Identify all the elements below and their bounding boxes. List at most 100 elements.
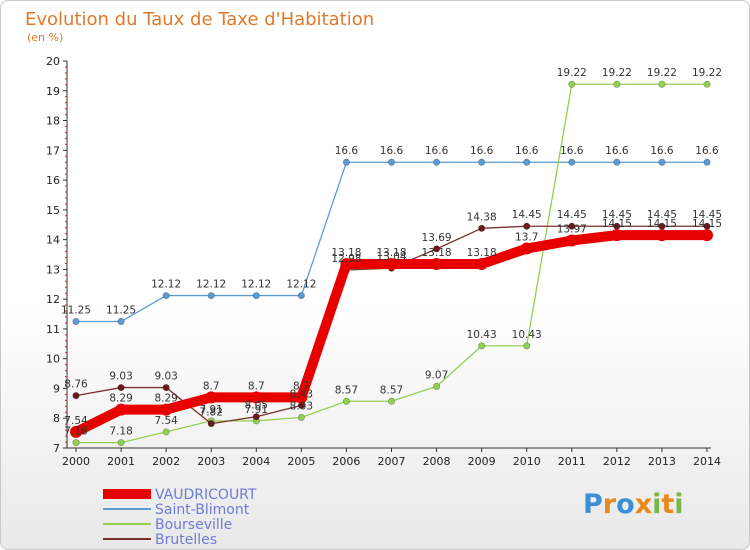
data-point-saint-blimont <box>297 292 305 300</box>
x-tick-label: 2009 <box>468 455 496 468</box>
data-label-saint-blimont: 11.25 <box>106 304 136 316</box>
y-tick-label: 20 <box>46 55 60 68</box>
data-label-saint-blimont: 12.12 <box>241 279 271 291</box>
data-point-vaudricourt <box>475 258 488 271</box>
data-point-brutelles <box>252 413 260 421</box>
logo-letter: x <box>634 489 653 520</box>
data-label-saint-blimont: 12.12 <box>196 279 226 291</box>
data-label-brutelles: 14.45 <box>647 209 677 221</box>
data-label-brutelles: 7.82 <box>200 407 223 419</box>
data-label-bourseville: 8.57 <box>380 384 403 396</box>
data-point-vaudricourt <box>565 234 578 247</box>
data-label-bourseville: 19.22 <box>602 67 632 79</box>
data-point-vaudricourt <box>160 403 173 416</box>
data-label-vaudricourt: 13.18 <box>422 247 452 259</box>
data-point-bourseville <box>72 439 80 447</box>
chart-title: Evolution du Taux de Taxe d'Habitation <box>25 9 374 30</box>
data-point-bourseville <box>433 382 441 390</box>
y-tick-label: 19 <box>46 85 60 98</box>
data-label-saint-blimont: 16.6 <box>650 145 674 157</box>
data-label-saint-blimont: 16.6 <box>515 145 539 157</box>
data-label-bourseville: 7.18 <box>64 426 87 438</box>
data-point-bourseville <box>523 342 531 350</box>
data-point-vaudricourt <box>655 229 668 242</box>
data-label-brutelles: 13.69 <box>422 232 452 244</box>
data-point-bourseville <box>342 397 350 405</box>
data-label-saint-blimont: 12.12 <box>286 279 316 291</box>
data-label-bourseville: 8.03 <box>290 400 313 412</box>
data-label-brutelles: 14.38 <box>467 211 497 223</box>
legend-label-bourseville: Bourseville <box>155 517 232 533</box>
legend-label-saint-blimont: Saint-Blimont <box>155 502 250 518</box>
data-label-brutelles: 8.43 <box>290 388 313 400</box>
data-label-bourseville: 19.22 <box>692 67 722 79</box>
x-tick-label: 2006 <box>332 455 360 468</box>
data-label-bourseville: 7.91 <box>200 404 223 416</box>
legend-label-vaudricourt: VAUDRICOURT <box>155 487 257 503</box>
data-label-vaudricourt: 8.7 <box>293 380 310 392</box>
data-label-bourseville: 10.43 <box>512 329 542 341</box>
data-point-brutelles <box>72 392 80 400</box>
data-label-saint-blimont: 11.25 <box>61 304 91 316</box>
data-label-bourseville: 10.43 <box>467 329 497 341</box>
data-label-saint-blimont: 16.6 <box>605 145 629 157</box>
logo-letter: o <box>616 489 635 520</box>
data-point-bourseville <box>658 80 666 88</box>
x-tick-label: 2003 <box>197 455 225 468</box>
data-labels: 7.54 8.29 8.29 8.7 8.7 8.7 13.18 13.18 13.18 13.1… <box>61 67 722 437</box>
data-point-saint-blimont <box>703 158 711 166</box>
data-point-bourseville <box>162 428 170 436</box>
data-label-bourseville: 7.18 <box>109 426 132 438</box>
data-label-vaudricourt: 13.18 <box>467 247 497 259</box>
data-label-brutelles: 14.45 <box>512 209 542 221</box>
data-point-saint-blimont <box>342 158 350 166</box>
legend: VAUDRICOURTSaint-BlimontBoursevilleBrute… <box>103 487 257 548</box>
data-point-brutelles <box>207 420 215 428</box>
data-label-brutelles: 12.98 <box>331 253 361 265</box>
data-label-bourseville: 8.57 <box>335 384 358 396</box>
data-point-saint-blimont <box>523 158 531 166</box>
data-point-saint-blimont <box>207 292 215 300</box>
chart-subtitle: (en %) <box>27 31 63 44</box>
data-label-brutelles: 13.04 <box>376 251 406 263</box>
x-tick-label: 2008 <box>423 455 451 468</box>
data-point-saint-blimont <box>387 158 395 166</box>
data-point-brutelles <box>478 224 486 232</box>
y-tick-label: 10 <box>46 353 60 366</box>
data-label-vaudricourt: 8.7 <box>248 380 265 392</box>
y-tick-label: 7 <box>53 442 60 455</box>
data-point-brutelles <box>568 222 576 230</box>
series-line-saint-blimont <box>75 161 708 323</box>
y-tick-label: 8 <box>53 412 60 425</box>
data-point-saint-blimont <box>568 158 576 166</box>
data-point-bourseville <box>478 342 486 350</box>
y-tick-label: 16 <box>46 174 60 187</box>
data-label-vaudricourt: 14.15 <box>692 218 722 230</box>
data-point-vaudricourt <box>250 391 263 404</box>
data-point-brutelles <box>117 384 125 392</box>
data-point-saint-blimont <box>252 292 260 300</box>
data-point-vaudricourt <box>520 242 533 255</box>
data-label-saint-blimont: 16.6 <box>470 145 494 157</box>
x-tick-label: 2001 <box>107 455 135 468</box>
data-point-brutelles <box>523 222 531 230</box>
data-label-bourseville: 7.54 <box>154 415 178 427</box>
data-label-bourseville: 19.22 <box>557 67 587 79</box>
data-point-saint-blimont <box>478 158 486 166</box>
y-tick-label: 17 <box>46 144 60 157</box>
data-label-vaudricourt: 13.97 <box>557 224 587 236</box>
y-tick-label: 9 <box>53 382 60 395</box>
data-label-brutelles: 8.76 <box>64 379 88 391</box>
data-point-vaudricourt <box>385 258 398 271</box>
y-tick-label: 14 <box>46 234 60 247</box>
x-tick-label: 2002 <box>152 455 180 468</box>
data-point-bourseville <box>613 80 621 88</box>
data-label-vaudricourt: 14.15 <box>647 218 677 230</box>
y-tick-label: 15 <box>46 204 60 217</box>
data-label-brutelles: 9.03 <box>109 371 132 383</box>
data-label-vaudricourt: 8.29 <box>154 393 177 405</box>
data-point-saint-blimont <box>117 317 125 325</box>
data-point-saint-blimont <box>72 317 80 325</box>
data-point-vaudricourt <box>205 391 218 404</box>
